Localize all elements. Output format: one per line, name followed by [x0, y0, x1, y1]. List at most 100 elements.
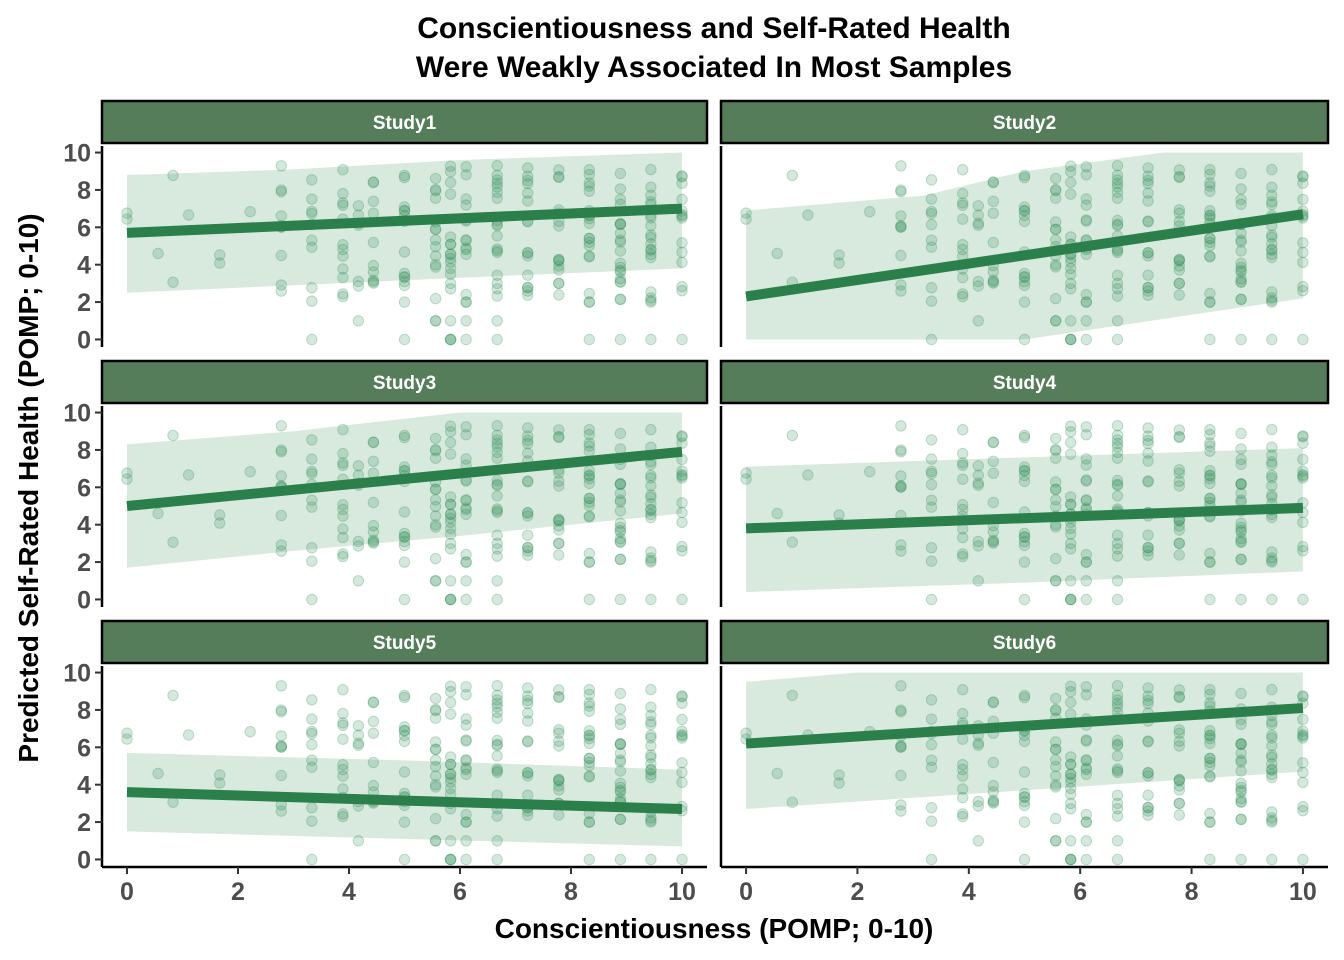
- scatter-point: [1111, 789, 1124, 801]
- scatter-point: [1266, 333, 1278, 346]
- scatter-point: [337, 548, 349, 560]
- scatter-point: [972, 737, 984, 749]
- scatter-point: [1235, 245, 1247, 257]
- scatter-point: [1204, 760, 1216, 772]
- scatter-point: [337, 531, 349, 544]
- scatter-point: [352, 315, 365, 327]
- scatter-point: [522, 281, 534, 294]
- scatter-point: [398, 429, 411, 442]
- scatter-point: [1204, 287, 1216, 300]
- scatter-point: [491, 689, 503, 701]
- scatter-point: [1018, 593, 1031, 606]
- scatter-point: [275, 186, 287, 198]
- scatter-point: [1080, 808, 1093, 821]
- scatter-point: [275, 740, 287, 752]
- scatter-point: [1065, 593, 1077, 606]
- scatter-point: [957, 684, 969, 696]
- scatter-point: [1018, 171, 1031, 184]
- scatter-point: [957, 459, 969, 471]
- scatter-point: [614, 703, 627, 715]
- scatter-point: [1266, 163, 1278, 176]
- scatter-point: [1050, 692, 1062, 705]
- scatter-point: [444, 528, 457, 540]
- scatter-point: [460, 429, 472, 441]
- scatter-point: [429, 712, 442, 724]
- scatter-point: [1080, 816, 1093, 828]
- scatter-point: [444, 188, 457, 200]
- scatter-point: [337, 719, 349, 731]
- x-tick-label: 4: [962, 878, 976, 906]
- scatter-point: [275, 446, 287, 458]
- scatter-point: [1080, 681, 1093, 693]
- scatter-point: [491, 160, 503, 172]
- scatter-point: [398, 201, 411, 213]
- scatter-point: [337, 523, 349, 535]
- scatter-point: [1111, 290, 1124, 302]
- scatter-point: [1050, 743, 1062, 756]
- scatter-point: [429, 743, 442, 755]
- scatter-point: [957, 548, 969, 560]
- scatter-point: [444, 498, 457, 510]
- scatter-point: [398, 333, 411, 346]
- y-tick-label: 6: [77, 214, 91, 242]
- scatter-point: [522, 174, 534, 187]
- facet-strip: [100, 359, 709, 405]
- scatter-point: [645, 251, 657, 264]
- scatter-point: [614, 754, 627, 766]
- scatter-point: [553, 513, 565, 526]
- scatter-point: [398, 246, 411, 258]
- scatter-point: [1266, 248, 1278, 261]
- scatter-point: [895, 444, 907, 456]
- scatter-point: [1111, 529, 1124, 541]
- scatter-point: [444, 772, 457, 784]
- scatter-point: [645, 771, 657, 784]
- scatter-point: [925, 282, 938, 294]
- scatter-point: [429, 259, 442, 271]
- scatter-point: [398, 431, 411, 444]
- scatter-point: [987, 796, 999, 808]
- scatter-point: [676, 725, 688, 737]
- scatter-point: [786, 689, 798, 702]
- scatter-point: [786, 429, 798, 442]
- scatter-point: [614, 496, 627, 508]
- scatter-point: [1080, 453, 1093, 465]
- scatter-point: [925, 467, 938, 480]
- scatter-point: [1266, 243, 1278, 256]
- scatter-point: [1142, 174, 1154, 187]
- facet-strip: [100, 619, 709, 665]
- scatter-point: [614, 781, 627, 793]
- scatter-point: [398, 267, 411, 280]
- scatter-point: [676, 506, 688, 519]
- scatter-point: [987, 696, 999, 709]
- fitted-line: [745, 209, 1304, 302]
- scatter-point: [429, 703, 442, 716]
- scatter-point: [460, 755, 472, 767]
- scatter-point: [1111, 478, 1124, 490]
- y-tick-label: 2: [77, 809, 91, 837]
- scatter-point: [1173, 691, 1186, 704]
- scatter-point: [1050, 770, 1062, 782]
- scatter-point: [987, 266, 999, 278]
- scatter-point: [1065, 231, 1077, 243]
- scatter-point: [1065, 797, 1077, 810]
- scatter-point: [1065, 768, 1077, 780]
- scatter-point: [444, 426, 457, 438]
- scatter-point: [491, 701, 503, 713]
- facet-strip-label: Study1: [373, 113, 437, 134]
- scatter-point: [1142, 735, 1154, 747]
- scatter-point: [121, 733, 133, 745]
- scatter-point: [1065, 426, 1077, 438]
- scatter-point: [1142, 246, 1154, 259]
- scatter-point: [1173, 809, 1186, 821]
- scatter-point: [645, 556, 657, 568]
- scatter-point: [583, 287, 595, 300]
- scatter-point: [1018, 279, 1031, 292]
- scatter-point: [429, 261, 442, 273]
- scatter-point: [1018, 469, 1031, 482]
- scatter-point: [444, 758, 457, 771]
- scatter-point: [460, 315, 472, 327]
- y-tick-label: 2: [77, 549, 91, 577]
- scatter-point: [895, 480, 907, 492]
- scatter-point: [352, 835, 365, 847]
- scatter-point: [895, 210, 907, 222]
